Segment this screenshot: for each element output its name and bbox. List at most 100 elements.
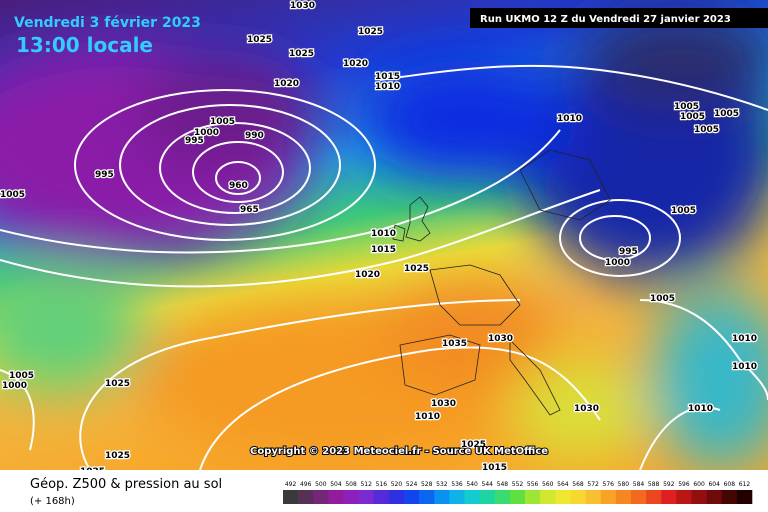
isobar-label: 995 <box>95 170 114 180</box>
legend-swatch <box>525 490 541 504</box>
legend-swatch <box>630 490 647 504</box>
legend-label: 552 <box>512 481 524 488</box>
isobar-label: 1005 <box>210 117 235 127</box>
legend-swatch <box>555 490 571 504</box>
isobar-label: 965 <box>240 205 259 215</box>
isobar-label: 1030 <box>488 334 513 344</box>
legend-label: 596 <box>678 481 690 488</box>
legend-label: 520 <box>391 481 403 488</box>
legend-label: 584 <box>633 481 645 488</box>
isobar-label: 1005 <box>9 371 34 381</box>
isobar-label: 1010 <box>688 404 713 414</box>
coastlines <box>392 149 611 416</box>
legend-label: 508 <box>345 481 357 488</box>
legend-swatch <box>358 490 375 504</box>
legend-swatch <box>479 490 496 504</box>
isobar-label: 1020 <box>355 270 380 280</box>
isobar-label: 1005 <box>714 109 739 119</box>
legend-swatch <box>676 490 692 504</box>
legend-swatch <box>373 490 390 504</box>
isobar-label: 1010 <box>732 362 757 372</box>
forecast-date: Vendredi 3 février 2023 <box>14 15 201 31</box>
isobar-label: 1005 <box>650 294 675 304</box>
isobar-label: 1000 <box>194 128 219 138</box>
isobar-label: 1030 <box>290 1 315 11</box>
footer-lead: (+ 168h) <box>30 496 75 507</box>
legend-swatch <box>464 490 480 504</box>
isobar-label: 1030 <box>574 404 599 414</box>
isobars <box>0 64 768 471</box>
legend-swatch <box>283 490 299 504</box>
isobar-label: 995 <box>185 136 204 146</box>
isobar-label: 1010 <box>415 412 440 422</box>
isobar-label: 1005 <box>674 102 699 112</box>
legend-swatch <box>313 490 329 504</box>
isobar-label: 1010 <box>375 82 400 92</box>
legend-swatch <box>404 490 420 504</box>
isobar-label: 1000 <box>605 258 630 268</box>
legend-swatch <box>419 490 435 504</box>
legend-label: 612 <box>739 481 751 488</box>
legend-label: 524 <box>406 481 418 488</box>
legend-swatch <box>736 490 753 504</box>
isobar-label: 1020 <box>343 59 368 69</box>
legend-swatch <box>494 490 511 504</box>
legend-label: 576 <box>603 481 615 488</box>
copyright: Copyright © 2023 Meteociel.fr - Source U… <box>250 446 548 457</box>
legend-swatch <box>434 490 450 504</box>
legend-label: 496 <box>300 481 312 488</box>
legend-swatch <box>509 490 526 504</box>
isobar-label: 1005 <box>671 206 696 216</box>
legend-swatch <box>449 490 465 504</box>
legend-label: 544 <box>482 481 494 488</box>
legend-label: 536 <box>451 481 463 488</box>
legend-label: 592 <box>663 481 675 488</box>
legend-swatch <box>388 490 405 504</box>
isobar-label: 1035 <box>442 339 467 349</box>
legend-swatch <box>585 490 602 504</box>
isobar-label: 1010 <box>732 334 757 344</box>
legend-label: 492 <box>285 481 297 488</box>
isobar-label: 1015 <box>375 72 400 82</box>
isobar-label: 1025 <box>247 35 272 45</box>
isobar-label: 1025 <box>105 451 130 461</box>
legend-swatch <box>615 490 632 504</box>
isobar-label: 1005 <box>680 112 705 122</box>
legend-swatch <box>691 490 707 504</box>
legend-label: 512 <box>360 481 372 488</box>
footer-title: Géop. Z500 & pression au sol <box>30 477 222 492</box>
legend-label: 588 <box>648 481 660 488</box>
isobar-label: 1025 <box>404 264 429 274</box>
isobar-label: 1025 <box>358 27 383 37</box>
isobar-label: 995 <box>619 247 638 257</box>
legend-label: 528 <box>421 481 433 488</box>
forecast-time: 13:00 locale <box>16 33 153 57</box>
legend-label: 556 <box>527 481 539 488</box>
isobar-label: 1025 <box>289 49 314 59</box>
legend-swatch <box>298 490 314 504</box>
run-label: Run UKMO 12 Z du Vendredi 27 janvier 202… <box>480 14 731 25</box>
legend-label: 572 <box>587 481 599 488</box>
legend-label: 600 <box>693 481 705 488</box>
color-legend: 492 496 500 504 508 512 516 520 524 528 532 536 540 5… <box>283 481 753 504</box>
legend-label: 560 <box>542 481 554 488</box>
legend-swatch <box>646 490 662 504</box>
run-box <box>470 8 768 28</box>
legend-label: 500 <box>315 481 327 488</box>
legend-label: 532 <box>436 481 448 488</box>
isobar-label: 1000 <box>2 381 27 391</box>
legend-label: 540 <box>466 481 478 488</box>
legend-swatch <box>706 490 723 504</box>
legend-label: 564 <box>557 481 569 488</box>
isobar-label: 1030 <box>431 399 456 409</box>
legend-label: 608 <box>724 481 736 488</box>
legend-label: 504 <box>330 481 342 488</box>
isobar-label: 960 <box>229 181 248 191</box>
legend-label: 516 <box>376 481 388 488</box>
isobar-label: 1010 <box>371 229 396 239</box>
legend-swatch <box>570 490 586 504</box>
isobar-label: 1005 <box>694 125 719 135</box>
isobar-label: 1020 <box>274 79 299 89</box>
isobar-label: 1010 <box>557 114 582 124</box>
legend-swatch <box>661 490 677 504</box>
